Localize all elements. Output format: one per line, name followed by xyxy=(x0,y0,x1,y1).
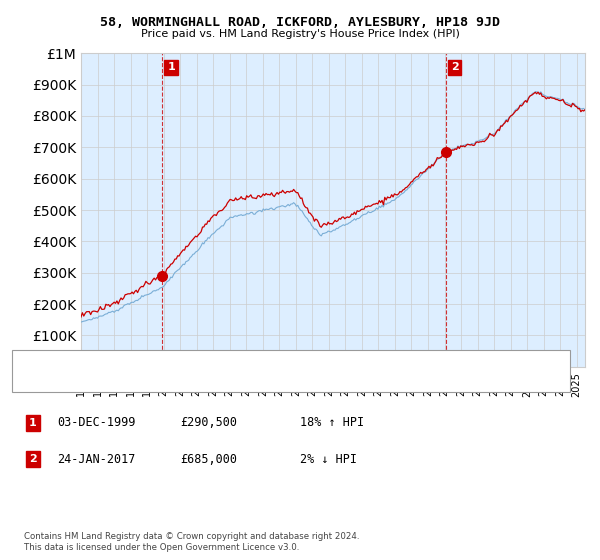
Text: 1: 1 xyxy=(167,62,175,72)
Text: 2: 2 xyxy=(29,454,37,464)
Text: Price paid vs. HM Land Registry's House Price Index (HPI): Price paid vs. HM Land Registry's House … xyxy=(140,29,460,39)
Text: 2% ↓ HPI: 2% ↓ HPI xyxy=(300,452,357,466)
Text: 58, WORMINGHALL ROAD, ICKFORD, AYLESBURY, HP18 9JD: 58, WORMINGHALL ROAD, ICKFORD, AYLESBURY… xyxy=(100,16,500,29)
Text: —: — xyxy=(24,354,40,370)
Text: 24-JAN-2017: 24-JAN-2017 xyxy=(57,452,136,466)
Text: £290,500: £290,500 xyxy=(180,416,237,430)
Text: Contains HM Land Registry data © Crown copyright and database right 2024.
This d: Contains HM Land Registry data © Crown c… xyxy=(24,532,359,552)
Text: 58, WORMINGHALL ROAD, ICKFORD, AYLESBURY, HP18 9JD (detached house): 58, WORMINGHALL ROAD, ICKFORD, AYLESBURY… xyxy=(51,357,452,367)
Text: 2: 2 xyxy=(451,62,458,72)
Text: HPI: Average price, detached house, Buckinghamshire: HPI: Average price, detached house, Buck… xyxy=(51,377,335,387)
Text: 03-DEC-1999: 03-DEC-1999 xyxy=(57,416,136,430)
Text: 1: 1 xyxy=(29,418,37,428)
Text: 18% ↑ HPI: 18% ↑ HPI xyxy=(300,416,364,430)
Text: —: — xyxy=(24,375,40,389)
Text: £685,000: £685,000 xyxy=(180,452,237,466)
